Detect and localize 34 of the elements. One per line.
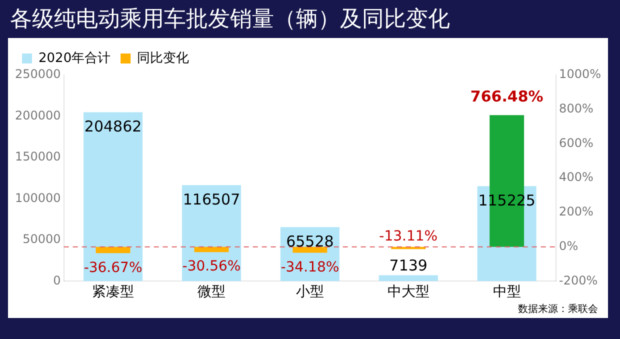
data-label: -13.11%: [379, 228, 438, 244]
legend-label: 同比变化: [137, 50, 190, 66]
y-tick-label: 100000: [14, 190, 61, 205]
y2-tick-label: 600%: [559, 136, 594, 150]
data-label: -30.56%: [182, 258, 241, 275]
x-tick-label: 紧凑型: [92, 284, 134, 300]
y-tick-label: 250000: [14, 67, 61, 82]
x-tick-label: 小型: [296, 284, 324, 300]
y2-tick-label: 800%: [559, 101, 594, 116]
data-label: -34.18%: [280, 259, 340, 276]
legend-label: 2020年合计: [38, 50, 111, 66]
data-label: 65528: [286, 232, 334, 251]
x-tick-label: 中型: [492, 284, 521, 300]
x-tick-label: 微型: [197, 284, 226, 300]
y-tick-label: 50000: [22, 232, 61, 246]
data-label: 7139: [389, 256, 428, 275]
chart-title: 各级纯电动乘用车批发销量（辆）及同比变化: [10, 6, 450, 34]
y2-tick-label: 1000%: [559, 67, 602, 82]
bar: [84, 112, 143, 282]
data-label: 116507: [182, 190, 240, 208]
y-tick-label: 200000: [14, 108, 61, 122]
bar: [378, 275, 438, 282]
y2-tick-label: -200%: [559, 273, 598, 288]
y2-tick-label: 0%: [559, 238, 578, 253]
y2-tick-label: 200%: [559, 204, 594, 219]
bar: [182, 185, 242, 282]
data-label: -36.67%: [84, 260, 142, 276]
data-label: 204862: [84, 118, 142, 136]
y-tick-label: 150000: [14, 150, 61, 164]
y2-tick-label: 400%: [559, 170, 594, 184]
data-label: 766.48%: [470, 88, 544, 106]
y-tick-label: 0: [53, 273, 61, 288]
x-tick-label: 中大型: [387, 284, 430, 300]
source-note: 数据来源：乘联会: [518, 302, 598, 316]
